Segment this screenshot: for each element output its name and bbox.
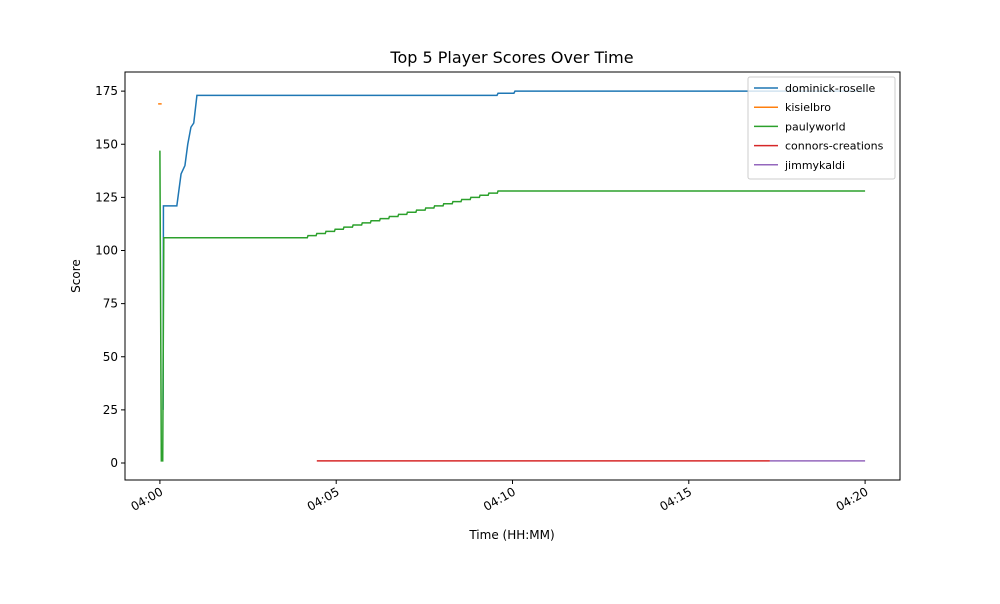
y-tick-label: 50 — [103, 350, 118, 364]
legend-label: kisielbro — [785, 101, 831, 114]
legend-label: jimmykaldi — [784, 159, 845, 172]
legend-label: connors-creations — [785, 140, 884, 153]
y-tick-label: 125 — [95, 190, 118, 204]
y-tick-label: 75 — [103, 297, 118, 311]
x-axis-label: Time (HH:MM) — [468, 528, 554, 542]
series-line — [162, 90, 866, 410]
legend-label: dominick-roselle — [785, 82, 876, 95]
y-tick-label: 100 — [95, 244, 118, 258]
y-tick-label: 0 — [110, 456, 118, 470]
y-tick-label: 150 — [95, 137, 118, 151]
y-tick-label: 175 — [95, 84, 118, 98]
y-tick-label: 25 — [103, 403, 118, 417]
y-axis-label: Score — [69, 259, 83, 293]
chart-title: Top 5 Player Scores Over Time — [389, 48, 633, 67]
legend-box — [747, 76, 896, 180]
series-line — [159, 150, 866, 462]
legend-label: paulyworld — [785, 120, 846, 133]
